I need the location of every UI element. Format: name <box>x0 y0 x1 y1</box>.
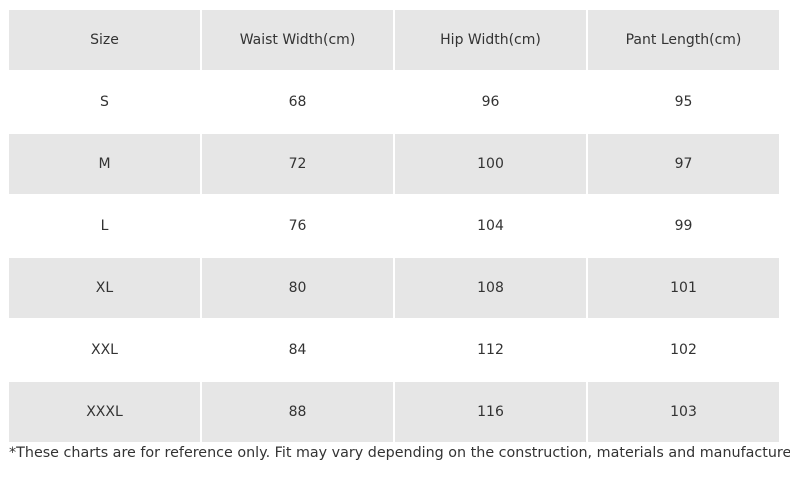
table-cell: XXL <box>9 320 200 380</box>
table-cell: 96 <box>395 72 586 132</box>
table-cell: 99 <box>588 196 779 256</box>
table-row: M 72 100 97 <box>9 134 779 194</box>
header-cell: Hip Width(cm) <box>395 10 586 70</box>
table-cell: 95 <box>588 72 779 132</box>
table-cell: 101 <box>588 258 779 318</box>
table-cell: 68 <box>202 72 393 132</box>
header-row: Size Waist Width(cm) Hip Width(cm) Pant Len… <box>9 10 779 70</box>
table-cell: 97 <box>588 134 779 194</box>
table-cell: 104 <box>395 196 586 256</box>
table-cell: 103 <box>588 382 779 442</box>
table-row: XXL 84 112 102 <box>9 320 779 380</box>
table-cell: 100 <box>395 134 586 194</box>
table-cell: 84 <box>202 320 393 380</box>
table-row: L 76 104 99 <box>9 196 779 256</box>
table-cell: 80 <box>202 258 393 318</box>
table-cell: L <box>9 196 200 256</box>
table-row: S 68 96 95 <box>9 72 779 132</box>
table-cell: 108 <box>395 258 586 318</box>
header-cell: Waist Width(cm) <box>202 10 393 70</box>
footnote: *These charts are for reference only. Fi… <box>9 445 790 461</box>
table-cell: 76 <box>202 196 393 256</box>
table-cell: 116 <box>395 382 586 442</box>
table-cell: 72 <box>202 134 393 194</box>
header-cell: Size <box>9 10 200 70</box>
table-cell: XXXL <box>9 382 200 442</box>
table-cell: S <box>9 72 200 132</box>
table-cell: M <box>9 134 200 194</box>
table-cell: 88 <box>202 382 393 442</box>
table-cell: 112 <box>395 320 586 380</box>
header-cell: Pant Length(cm) <box>588 10 779 70</box>
table-cell: XL <box>9 258 200 318</box>
size-table: Size Waist Width(cm) Hip Width(cm) Pant Len… <box>7 8 781 444</box>
table-row: XL 80 108 101 <box>9 258 779 318</box>
table-row: XXXL 88 116 103 <box>9 382 779 442</box>
table-cell: 102 <box>588 320 779 380</box>
